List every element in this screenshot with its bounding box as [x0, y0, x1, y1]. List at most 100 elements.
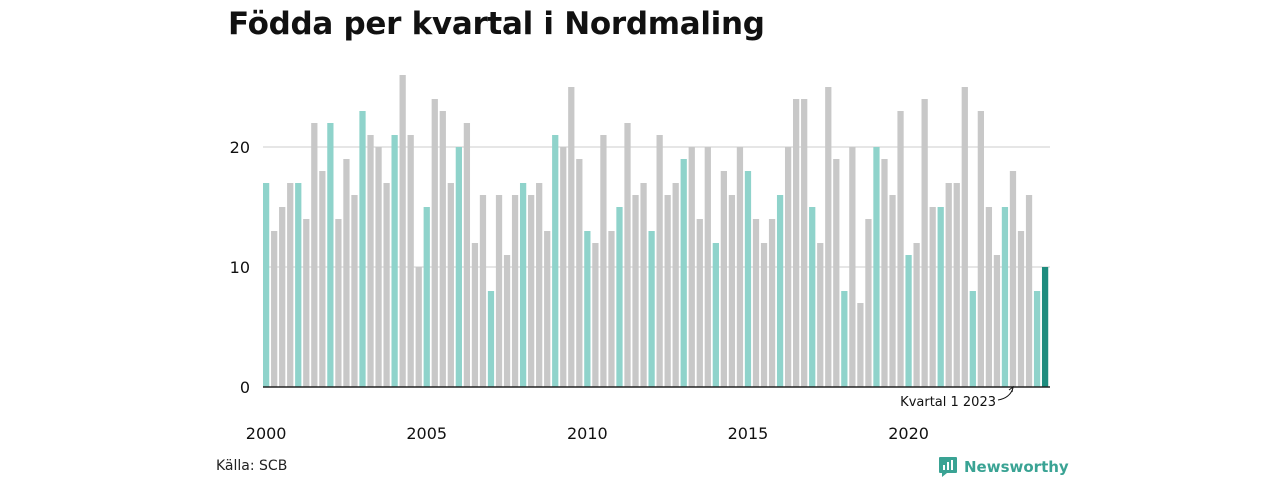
bar	[768, 219, 776, 387]
bar	[359, 111, 366, 387]
bar	[351, 195, 358, 387]
bar	[793, 99, 800, 387]
bar	[584, 231, 591, 387]
bar	[985, 207, 993, 387]
bar	[616, 207, 623, 387]
brand-name: Newsworthy	[964, 458, 1069, 476]
x-tick-label: 2010	[567, 424, 608, 443]
bar	[367, 135, 374, 387]
bar	[487, 291, 495, 387]
bar	[415, 267, 422, 387]
bar	[913, 243, 920, 387]
newsworthy-logo-icon	[939, 457, 957, 477]
bar	[568, 87, 575, 387]
bar	[576, 159, 583, 387]
bar	[463, 123, 471, 387]
bar	[311, 123, 318, 387]
bar	[271, 231, 278, 387]
bar	[287, 183, 294, 387]
bar	[423, 207, 430, 387]
bar	[688, 147, 695, 387]
bar	[608, 231, 615, 387]
bar	[519, 183, 527, 387]
bar	[391, 135, 398, 387]
bar	[921, 99, 928, 387]
bar	[600, 135, 607, 387]
bar	[632, 195, 639, 387]
bar	[817, 243, 824, 387]
bar	[993, 255, 1001, 387]
bar	[752, 219, 760, 387]
bar	[801, 99, 808, 387]
bar	[680, 159, 687, 387]
bar	[503, 255, 511, 387]
bar	[961, 87, 968, 387]
bar	[528, 195, 535, 387]
bar	[624, 123, 631, 387]
x-tick-label: 2015	[728, 424, 769, 443]
bar	[712, 243, 719, 387]
bar	[327, 123, 334, 387]
bar	[809, 207, 816, 387]
bar	[977, 111, 984, 387]
bar	[1025, 195, 1033, 387]
bar	[544, 231, 551, 387]
bar	[1001, 207, 1009, 387]
bar	[833, 159, 840, 387]
bar	[736, 147, 744, 387]
bar	[431, 99, 438, 387]
bar	[728, 195, 736, 387]
bar	[592, 243, 599, 387]
chart-title: Födda per kvartal i Nordmaling	[228, 6, 765, 42]
bar	[375, 147, 382, 387]
bar	[825, 87, 832, 387]
bar	[335, 219, 342, 387]
bar	[696, 219, 703, 387]
bar	[1041, 267, 1049, 387]
source-note: Källa: SCB	[216, 458, 288, 474]
bar	[455, 147, 462, 387]
bar	[857, 303, 864, 387]
bar	[383, 183, 390, 387]
bar	[439, 111, 446, 387]
bar	[263, 183, 270, 387]
bar	[399, 75, 406, 387]
bar	[929, 207, 936, 387]
bar	[560, 147, 567, 387]
x-axis-ticks: 2000 2005 2010 2015 2020	[246, 424, 929, 443]
y-tick-label: 10	[230, 258, 250, 277]
bar	[865, 219, 872, 387]
bar	[873, 147, 880, 387]
bar	[495, 195, 503, 387]
bar	[471, 243, 479, 387]
bar	[447, 183, 454, 387]
brand-logo: Newsworthy	[938, 456, 1069, 478]
bar	[881, 159, 888, 387]
annotation-label: Kvartal 1 2023	[900, 395, 996, 410]
bars	[263, 75, 1049, 387]
bar	[905, 255, 912, 387]
bar	[953, 183, 960, 387]
bar	[656, 135, 663, 387]
bar	[672, 183, 679, 387]
bar	[664, 195, 671, 387]
bar	[343, 159, 350, 387]
bar	[479, 195, 487, 387]
x-tick-label: 2005	[406, 424, 447, 443]
bar-chart: 0 10 20 2000 2005 2010 2015 2020 Kvartal 1 202…	[230, 75, 1050, 443]
bar	[303, 219, 310, 387]
bar	[969, 291, 976, 387]
bar	[849, 147, 856, 387]
bar	[319, 171, 326, 387]
y-tick-label: 20	[230, 138, 250, 157]
bar	[945, 183, 952, 387]
bar	[889, 195, 896, 387]
bar	[720, 171, 727, 387]
x-tick-label: 2020	[888, 424, 929, 443]
bar	[1033, 291, 1041, 387]
bar	[776, 195, 784, 387]
bar	[784, 147, 792, 387]
bar	[640, 183, 647, 387]
bar	[744, 171, 752, 387]
x-tick-label: 2000	[246, 424, 287, 443]
